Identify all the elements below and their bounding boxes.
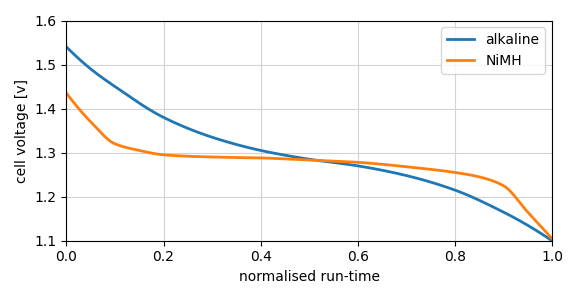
NiMH xyxy=(549,237,555,240)
alkaline xyxy=(549,239,555,242)
NiMH xyxy=(63,91,70,95)
alkaline xyxy=(260,149,266,153)
Legend: alkaline, NiMH: alkaline, NiMH xyxy=(441,28,545,74)
alkaline xyxy=(277,152,284,156)
alkaline xyxy=(450,188,457,191)
NiMH xyxy=(450,170,457,174)
NiMH xyxy=(442,169,449,173)
Line: NiMH: NiMH xyxy=(66,93,552,239)
alkaline xyxy=(113,86,120,89)
NiMH xyxy=(397,164,403,168)
alkaline xyxy=(397,172,403,176)
alkaline xyxy=(442,185,449,188)
X-axis label: normalised run-time: normalised run-time xyxy=(239,270,380,284)
Line: alkaline: alkaline xyxy=(66,47,552,241)
alkaline xyxy=(63,45,70,49)
NiMH xyxy=(277,157,284,161)
NiMH xyxy=(113,142,120,146)
Y-axis label: cell voltage [v]: cell voltage [v] xyxy=(15,79,29,183)
NiMH xyxy=(260,156,266,160)
